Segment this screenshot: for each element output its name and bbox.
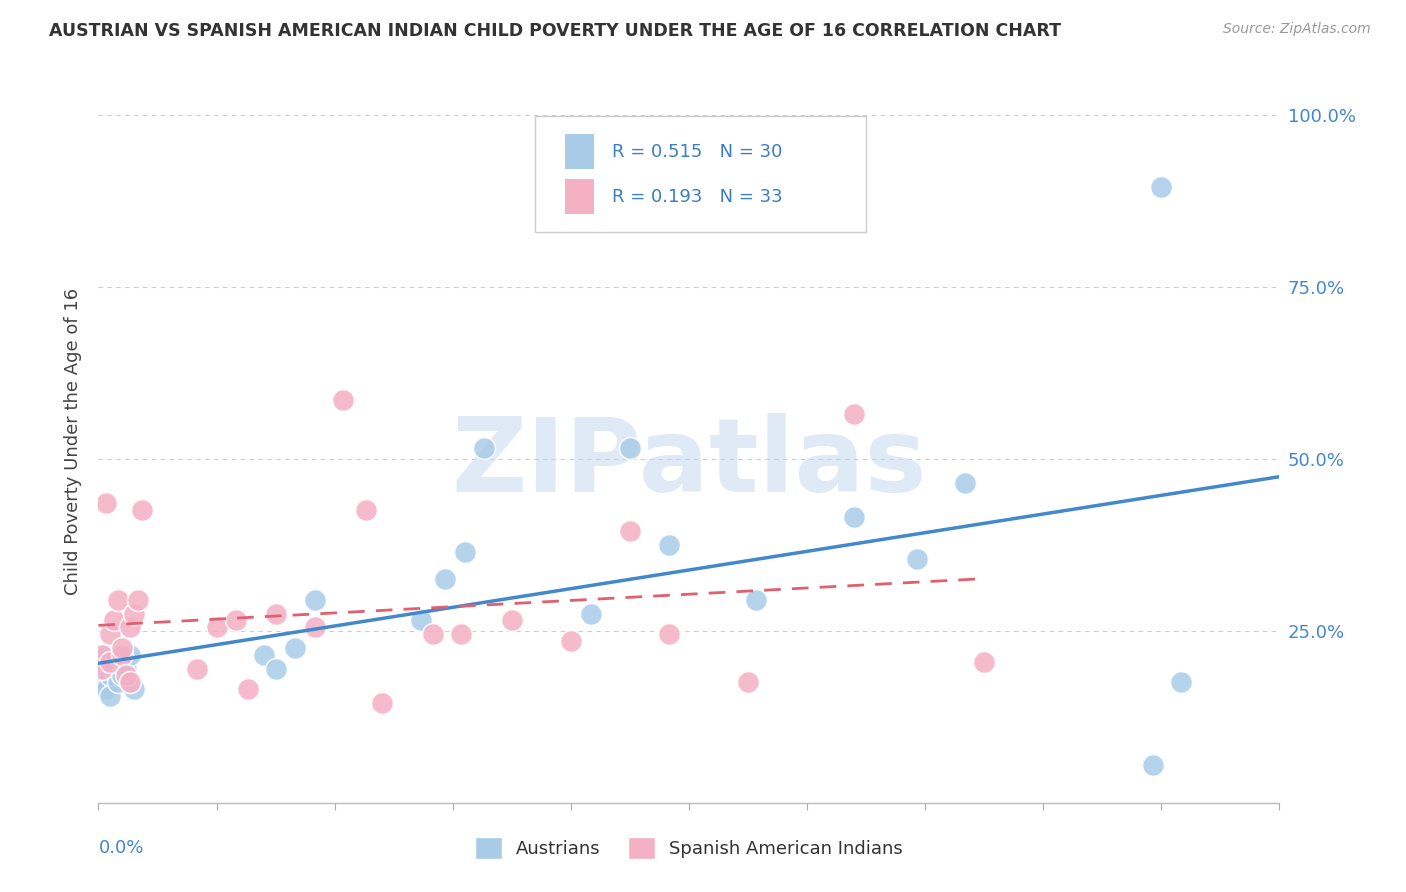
Point <box>1170 675 1192 690</box>
Point <box>111 648 134 662</box>
Text: ZIPatlas: ZIPatlas <box>451 413 927 514</box>
Point <box>953 475 976 490</box>
Point <box>118 620 141 634</box>
Point <box>107 592 129 607</box>
Point <box>118 675 141 690</box>
Legend: Austrians, Spanish American Indians: Austrians, Spanish American Indians <box>467 830 911 866</box>
FancyBboxPatch shape <box>565 135 595 169</box>
Point <box>453 544 475 558</box>
Point <box>225 614 247 628</box>
Point <box>284 640 307 655</box>
Point <box>96 496 118 510</box>
Point <box>253 648 276 662</box>
Point <box>96 648 118 662</box>
FancyBboxPatch shape <box>536 116 866 232</box>
Point <box>103 662 125 676</box>
Point <box>236 682 259 697</box>
Point <box>332 393 354 408</box>
Point <box>107 675 129 690</box>
Point <box>91 675 114 690</box>
Point <box>450 627 472 641</box>
Point <box>98 627 121 641</box>
Point <box>96 682 118 697</box>
Point <box>905 551 928 566</box>
Text: 0.0%: 0.0% <box>98 838 143 857</box>
Point <box>501 614 523 628</box>
Text: AUSTRIAN VS SPANISH AMERICAN INDIAN CHILD POVERTY UNDER THE AGE OF 16 CORRELATIO: AUSTRIAN VS SPANISH AMERICAN INDIAN CHIL… <box>49 22 1062 40</box>
Point <box>98 689 121 703</box>
Point <box>371 696 394 710</box>
Point <box>560 634 582 648</box>
Point <box>264 607 287 621</box>
Point <box>745 592 768 607</box>
Point <box>186 662 208 676</box>
Point <box>354 503 377 517</box>
Point <box>304 592 326 607</box>
Point <box>264 662 287 676</box>
Point <box>737 675 759 690</box>
Point <box>619 442 641 456</box>
Point <box>91 648 114 662</box>
Point <box>1142 758 1164 772</box>
Text: Source: ZipAtlas.com: Source: ZipAtlas.com <box>1223 22 1371 37</box>
Point <box>122 682 145 697</box>
Point <box>115 668 138 682</box>
Point <box>118 648 141 662</box>
Point <box>98 668 121 682</box>
Point <box>115 662 138 676</box>
Text: R = 0.515   N = 30: R = 0.515 N = 30 <box>612 143 783 161</box>
Point <box>304 620 326 634</box>
Point <box>973 655 995 669</box>
Point <box>111 640 134 655</box>
Point <box>1150 180 1173 194</box>
Point <box>422 627 444 641</box>
Text: R = 0.193   N = 33: R = 0.193 N = 33 <box>612 187 783 205</box>
Point <box>131 503 153 517</box>
Point <box>111 668 134 682</box>
Point <box>411 614 433 628</box>
Point <box>127 592 149 607</box>
Point <box>844 510 866 524</box>
Y-axis label: Child Poverty Under the Age of 16: Child Poverty Under the Age of 16 <box>63 288 82 595</box>
Point <box>122 607 145 621</box>
Point <box>579 607 602 621</box>
Point <box>433 572 456 586</box>
Point <box>658 538 681 552</box>
Point <box>472 442 495 456</box>
Point <box>91 662 114 676</box>
Point <box>103 614 125 628</box>
Point <box>98 655 121 669</box>
Point <box>91 662 114 676</box>
Point <box>844 407 866 421</box>
Point <box>658 627 681 641</box>
FancyBboxPatch shape <box>565 179 595 214</box>
Point <box>619 524 641 538</box>
Point <box>205 620 228 634</box>
